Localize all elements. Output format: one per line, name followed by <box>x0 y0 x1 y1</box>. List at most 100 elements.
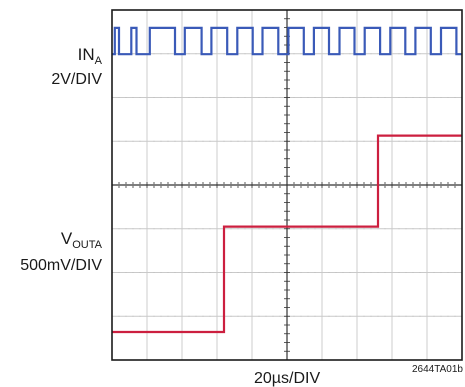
grid-dot <box>363 272 365 273</box>
grid-dot <box>195 53 197 55</box>
grid-dot <box>370 315 372 317</box>
grid <box>111 9 463 361</box>
grid-dot <box>419 140 421 142</box>
grid-dot <box>265 97 267 98</box>
grid-dot <box>237 272 239 273</box>
grid-dot <box>377 272 379 273</box>
grid-dot <box>377 228 379 230</box>
grid-dot <box>209 315 211 317</box>
grid-dot <box>328 97 330 98</box>
grid-dot <box>349 228 351 230</box>
grid-dot <box>300 53 302 55</box>
grid-dot <box>335 97 337 98</box>
grid-dot <box>454 53 456 55</box>
grid-dot <box>447 140 449 142</box>
grid-dot <box>279 315 281 317</box>
grid-dot <box>230 272 232 273</box>
grid-dot <box>384 315 386 317</box>
grid-dot <box>153 315 155 317</box>
grid-dot <box>328 272 330 273</box>
grid-dot <box>118 97 120 98</box>
grid-dot <box>419 228 421 230</box>
x-axis-label: 20µs/DIV <box>254 370 321 387</box>
grid-dot <box>160 97 162 98</box>
grid-dot <box>153 140 155 142</box>
grid-dot <box>440 228 442 230</box>
grid-dot <box>209 228 211 230</box>
grid-dot <box>202 184 204 186</box>
grid-dot <box>412 184 414 186</box>
grid-dot <box>447 228 449 230</box>
grid-dot <box>139 97 141 98</box>
grid-dot <box>377 315 379 317</box>
grid-dot <box>188 315 190 317</box>
grid-dot <box>293 228 295 230</box>
grid-dot <box>454 272 456 273</box>
grid-dot <box>412 272 414 273</box>
traces <box>112 26 462 334</box>
grid-dot <box>160 272 162 273</box>
grid-dot <box>433 140 435 142</box>
figure-id: 2644TA01b <box>412 364 463 375</box>
grid-dot <box>440 315 442 317</box>
grid-dot <box>272 272 274 273</box>
grid-dot <box>384 184 386 186</box>
grid-dot <box>279 184 281 186</box>
grid-dot <box>370 140 372 142</box>
grid-dot <box>265 184 267 186</box>
grid-dot <box>307 315 309 317</box>
grid-dot <box>447 53 449 55</box>
grid-dot <box>342 315 344 317</box>
grid-dot <box>188 97 190 98</box>
grid-dot <box>195 272 197 273</box>
grid-dot <box>433 315 435 317</box>
grid-dot <box>342 97 344 98</box>
grid-dot <box>202 97 204 98</box>
grid-dot <box>335 184 337 186</box>
trace-in-a <box>112 26 462 56</box>
grid-dot <box>363 315 365 317</box>
grid-dot <box>118 228 120 230</box>
grid-dot <box>237 140 239 142</box>
grid-dot <box>440 184 442 186</box>
grid-dot <box>419 315 421 317</box>
grid-dot <box>307 184 309 186</box>
grid-dot <box>363 97 365 98</box>
grid-dot <box>293 315 295 317</box>
trace-vout-a <box>112 134 462 334</box>
grid-dot <box>433 184 435 186</box>
grid-dot <box>258 315 260 317</box>
grid-dot <box>272 140 274 142</box>
grid-dot <box>223 97 225 98</box>
grid-dot <box>405 228 407 230</box>
grid-dot <box>174 184 176 186</box>
grid-dot <box>244 184 246 186</box>
grid-dot <box>153 97 155 98</box>
grid-dot <box>335 272 337 273</box>
channel-a-name: IN <box>77 45 95 64</box>
grid-dot <box>300 315 302 317</box>
grid-dot <box>370 184 372 186</box>
grid-dot <box>279 97 281 98</box>
grid-dot <box>118 272 120 273</box>
grid-dot <box>237 97 239 98</box>
grid-dot <box>454 97 456 98</box>
grid-dot <box>160 315 162 317</box>
channel-b-scale: 500mV/DIV <box>20 257 102 274</box>
grid-dot <box>237 315 239 317</box>
grid-dot <box>132 315 134 317</box>
grid-dot <box>314 97 316 98</box>
grid-dot <box>132 140 134 142</box>
grid-dot <box>398 315 400 317</box>
grid-dot <box>153 272 155 273</box>
grid-dot <box>258 228 260 230</box>
grid-dot <box>363 184 365 186</box>
grid-dot <box>419 272 421 273</box>
grid-dot <box>272 53 274 55</box>
grid-dot <box>293 53 295 55</box>
grid-dot <box>167 97 169 98</box>
grid-dot <box>419 97 421 98</box>
grid-dot <box>167 184 169 186</box>
grid-dot <box>230 97 232 98</box>
grid-dot <box>223 140 225 142</box>
